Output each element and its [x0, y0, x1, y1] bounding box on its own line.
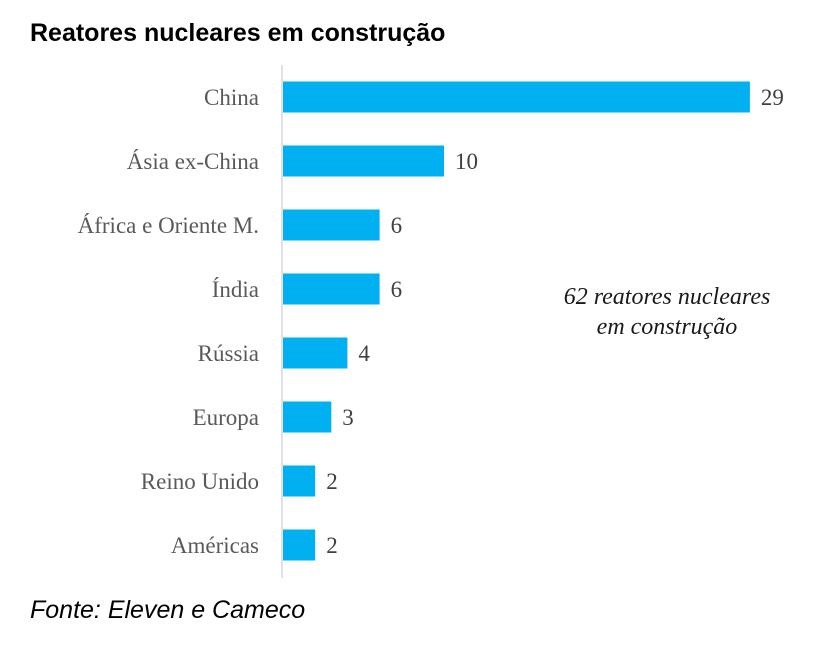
value-label-0: 29: [761, 85, 784, 110]
bar-3: [283, 273, 380, 305]
category-label-1: Ásia ex-China: [127, 149, 259, 174]
value-label-2: 6: [391, 213, 403, 238]
category-label-7: Américas: [171, 533, 259, 558]
category-label-4: Rússia: [198, 341, 259, 366]
bar-7: [283, 529, 316, 561]
plot-area: China 29 Ásia ex-China 10 África e Oriente M…: [78, 81, 784, 561]
category-label-5: Europa: [193, 405, 259, 430]
category-label-0: China: [204, 85, 259, 110]
bar-1: [283, 145, 444, 177]
category-label-6: Reino Unido: [141, 469, 259, 494]
bar-5: [283, 401, 332, 433]
annotation-line-2: em construção: [597, 314, 738, 340]
value-label-7: 2: [326, 533, 338, 558]
category-label-3: Índia: [212, 277, 259, 302]
bar-0: [283, 81, 750, 113]
annotation-line-1: 62 reatores nucleares: [564, 284, 771, 310]
value-label-6: 2: [326, 469, 338, 494]
value-label-5: 3: [342, 405, 354, 430]
bar-4: [283, 337, 348, 369]
bar-6: [283, 465, 316, 497]
source-note: Fonte: Eleven e Cameco: [30, 596, 305, 624]
category-label-2: África e Oriente M.: [78, 213, 259, 238]
chart-title: Reatores nucleares em construção: [30, 19, 445, 47]
value-label-3: 6: [391, 277, 403, 302]
bar-2: [283, 209, 380, 241]
value-label-4: 4: [358, 341, 370, 366]
value-label-1: 10: [455, 149, 478, 174]
